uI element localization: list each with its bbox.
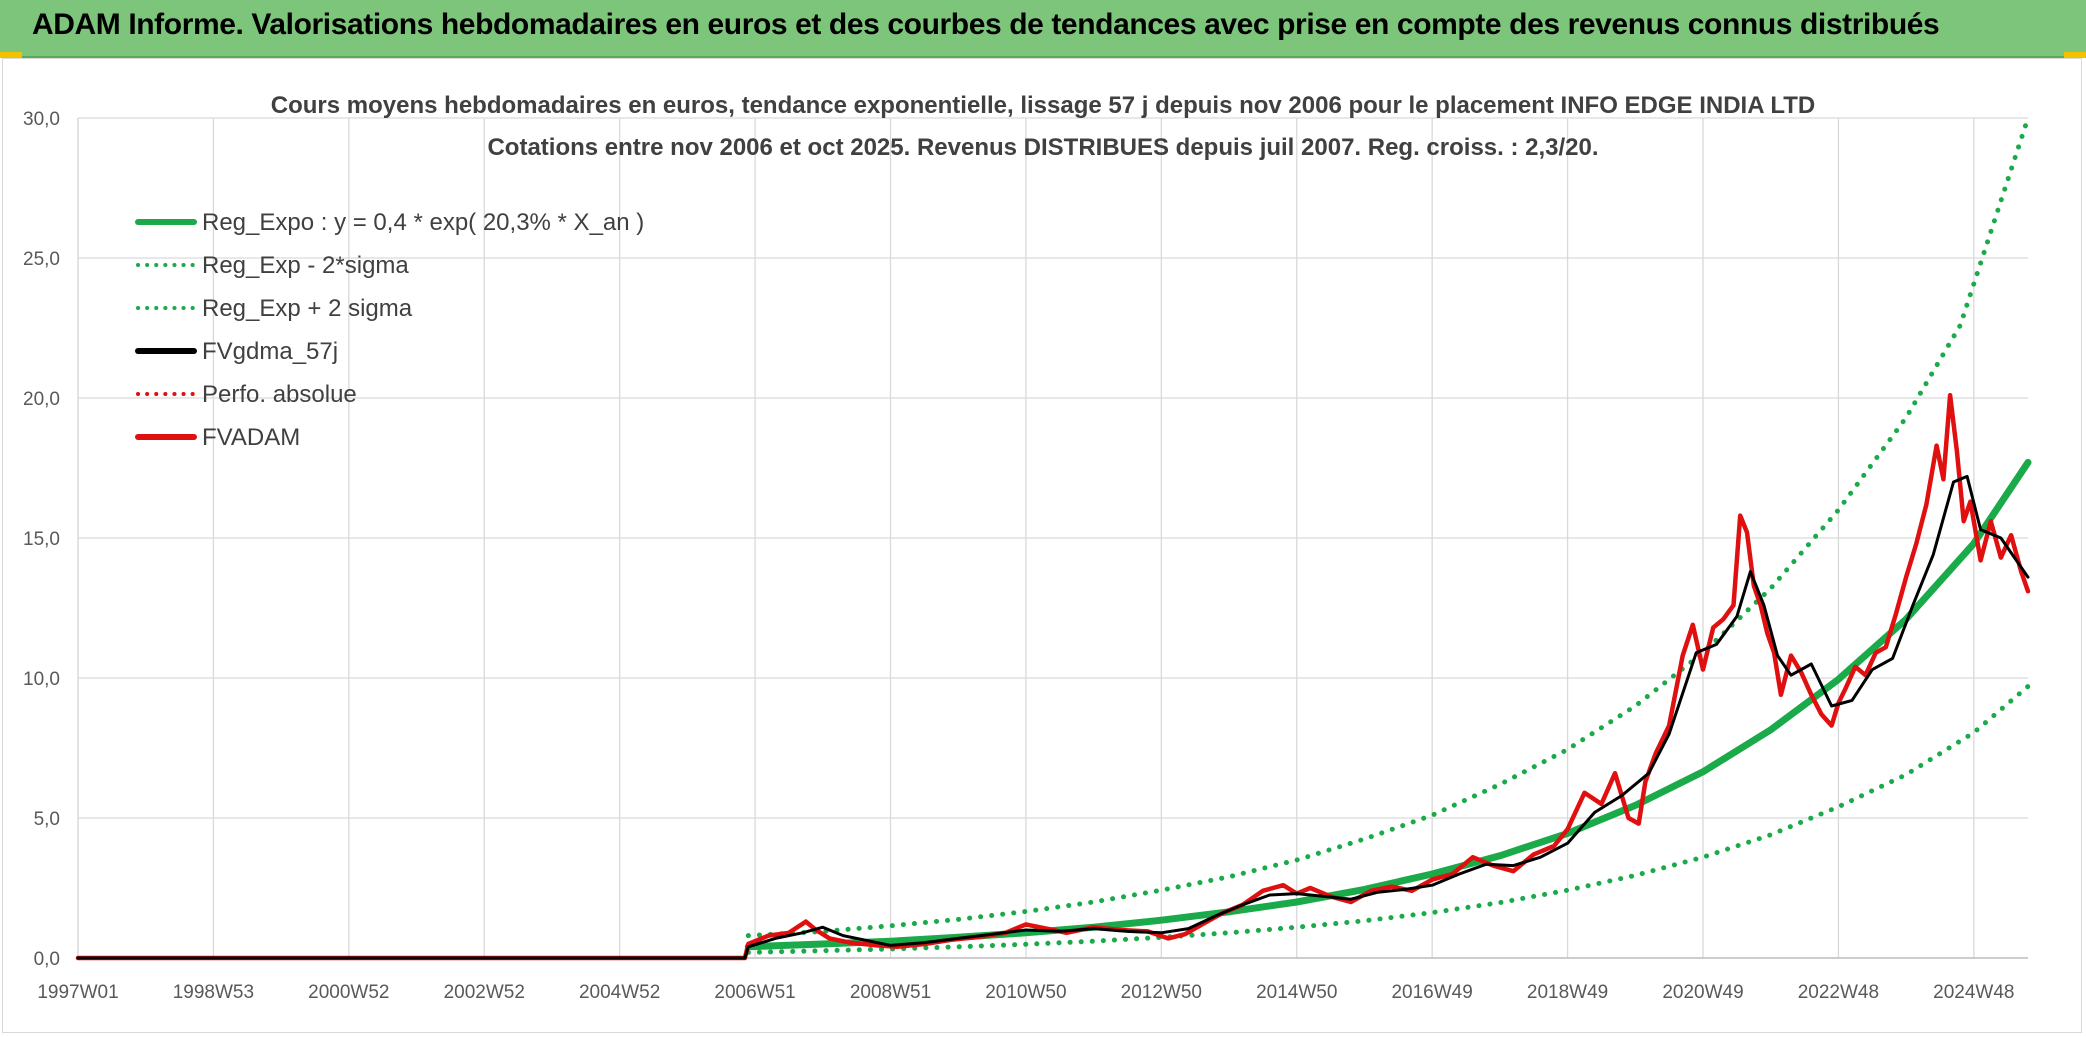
x-tick-label: 2014W50 (1256, 982, 1337, 1003)
y-tick-label: 20,0 (23, 389, 60, 410)
x-tick-label: 2024W48 (1933, 982, 2014, 1003)
chart-title: Cours moyens hebdomadaires en euros, ten… (271, 92, 1815, 119)
x-tick-label: 2010W50 (985, 982, 1066, 1003)
report-title: ADAM Informe. Valorisations hebdomadaire… (32, 8, 1940, 41)
series-reg-exp-minus-2sigma (745, 683, 2031, 955)
legend-label: FVADAM (202, 424, 300, 451)
x-tick-label: 2012W50 (1121, 982, 1202, 1003)
legend-label: Perfo. absolue (202, 381, 357, 408)
x-tick-label: 2006W51 (714, 982, 795, 1003)
y-tick-label: 0,0 (34, 949, 60, 970)
series-fvgdma-57j (76, 474, 2030, 960)
x-tick-label: 2008W51 (850, 982, 931, 1003)
x-tick-label: 2020W49 (1662, 982, 1743, 1003)
chart-grid (77, 117, 2028, 959)
series-reg-exp-plus-2sigma (745, 115, 2031, 939)
series-fvadam (75, 392, 2031, 961)
x-tick-label: 2002W52 (444, 982, 525, 1003)
legend-label: FVgdma_57j (202, 338, 338, 365)
y-tick-label: 25,0 (23, 249, 60, 270)
y-tick-label: 10,0 (23, 669, 60, 690)
legend-label: Reg_Exp - 2*sigma (202, 252, 409, 279)
x-tick-label: 1997W01 (37, 982, 118, 1003)
axis-labels: 0,0 5,0 10,0 15,0 20,0 25,0 30,0 1997W01 1998W53… (23, 109, 2014, 1003)
chart-subtitle: Cotations entre nov 2006 et oct 2025. Re… (487, 134, 1598, 161)
chart-frame (2, 58, 2082, 1033)
y-tick-label: 15,0 (23, 529, 60, 550)
corner-marker (2064, 52, 2086, 58)
legend-label: Reg_Expo : y = 0,4 * exp( 20,3% * X_an ) (202, 209, 644, 236)
x-tick-label: 2022W48 (1798, 982, 1879, 1003)
x-tick-label: 2016W49 (1391, 982, 1472, 1003)
corner-marker (0, 52, 22, 58)
series-layer (75, 115, 2032, 961)
x-tick-label: 2018W49 (1527, 982, 1608, 1003)
y-tick-label: 30,0 (23, 109, 60, 130)
legend-label: Reg_Exp + 2 sigma (202, 295, 413, 322)
chart-legend: Reg_Expo : y = 0,4 * exp( 20,3% * X_an )… (135, 209, 644, 451)
x-tick-label: 2000W52 (308, 982, 389, 1003)
y-tick-label: 5,0 (34, 809, 60, 830)
report-banner: ADAM Informe. Valorisations hebdomadaire… (0, 0, 2086, 58)
x-tick-label: 2004W52 (579, 982, 660, 1003)
x-tick-label: 1998W53 (173, 982, 254, 1003)
